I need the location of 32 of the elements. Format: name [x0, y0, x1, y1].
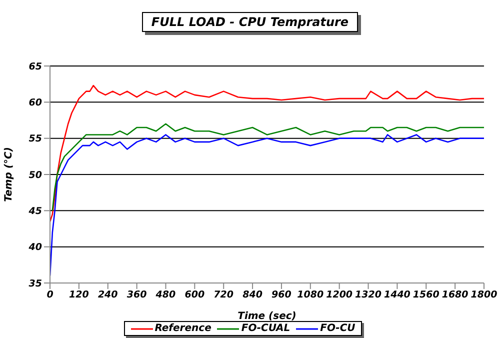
x-tick-label: 240 — [98, 290, 118, 301]
legend-label: FO-CUAL — [240, 323, 290, 334]
line-series — [50, 84, 484, 222]
legend-label: Reference — [154, 323, 212, 334]
y-axis-title: Temp (°C) — [4, 147, 15, 202]
x-tick-label: 1320 — [355, 290, 382, 301]
x-tick-label: 960 — [272, 290, 292, 301]
y-tick-label: 45 — [28, 206, 42, 218]
legend-label: FO-CU — [319, 323, 356, 334]
x-tick-label: 0 — [46, 290, 54, 301]
x-tick-label: 1560 — [412, 290, 440, 301]
x-tick-label: 480 — [154, 290, 176, 301]
x-tick-label: 1800 — [470, 290, 498, 301]
x-tick-label: 720 — [214, 290, 234, 301]
chart-title: FULL LOAD - CPU Temprature — [142, 12, 358, 32]
x-tick-label: 1440 — [384, 290, 411, 301]
x-tick-label: 1680 — [442, 290, 469, 301]
y-tick-label: 65 — [28, 61, 42, 72]
x-tick-label: 600 — [184, 290, 205, 301]
y-tick-label: 35 — [28, 278, 42, 290]
y-tick-label: 50 — [28, 170, 42, 181]
x-axis-title: Time (sec) — [238, 311, 296, 322]
y-tick-label: 60 — [28, 98, 42, 109]
x-tick-label: 840 — [242, 290, 263, 301]
x-tick-label: 120 — [69, 290, 90, 301]
x-tick-label: 1080 — [297, 290, 324, 301]
line-series — [50, 134, 484, 276]
line-series — [52, 123, 484, 212]
y-tick-label: 40 — [28, 242, 42, 254]
x-tick-label: 360 — [126, 290, 148, 301]
y-tick-label: 55 — [28, 134, 42, 145]
x-tick-label: 1200 — [326, 290, 353, 301]
